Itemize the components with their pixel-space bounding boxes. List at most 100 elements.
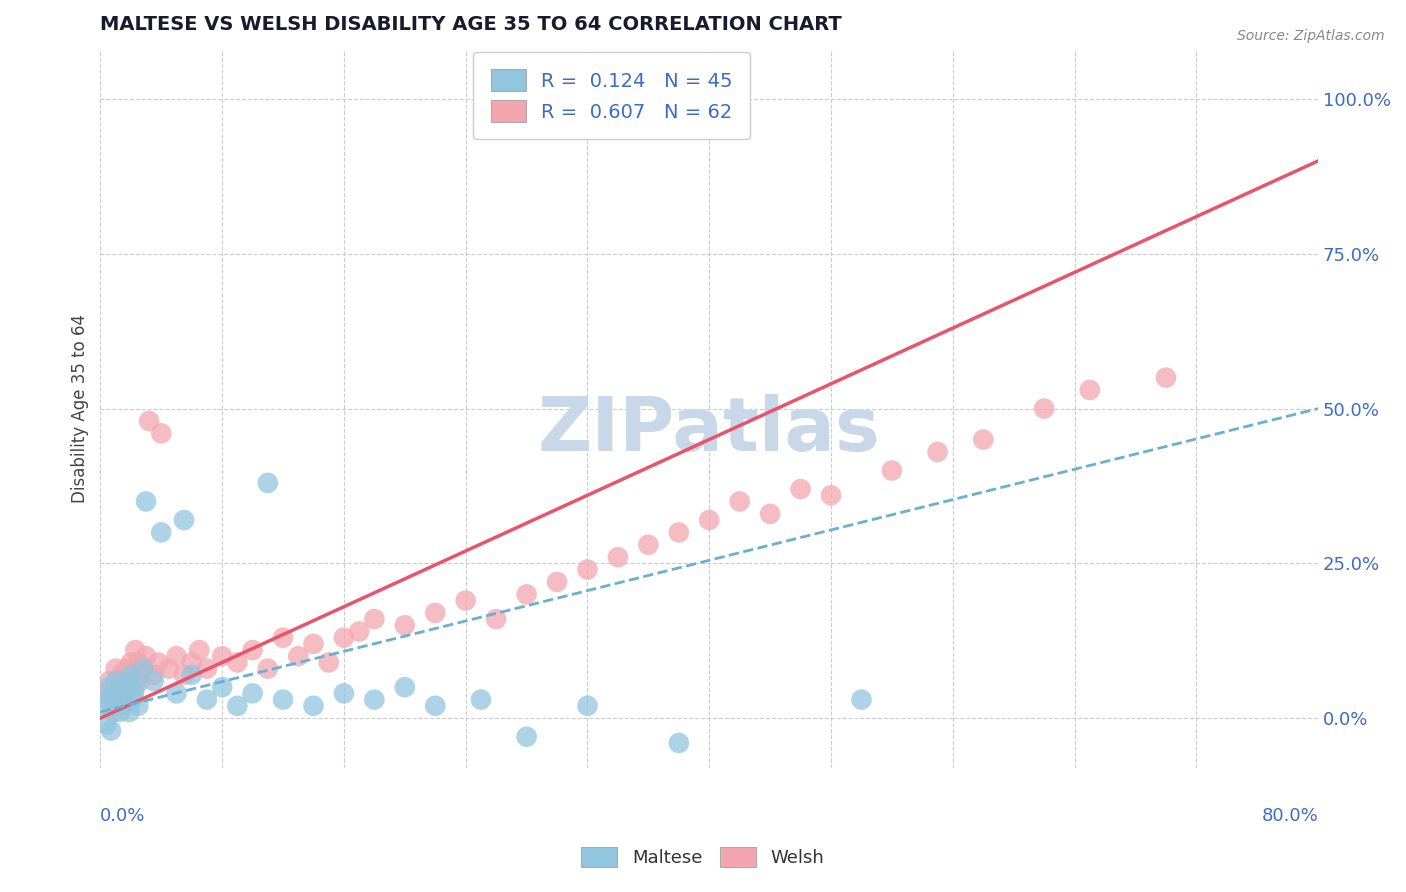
Point (173, 668, 195, 682)
Point (256, 662, 278, 676)
Point (759, 507, 782, 521)
Point (111, 668, 134, 682)
Point (148, 656, 170, 670)
Point (287, 649, 309, 664)
Point (157, 662, 180, 676)
Point (728, 494, 751, 508)
Point (302, 698, 325, 713)
Point (114, 673, 136, 688)
Point (138, 414, 160, 428)
Point (150, 525, 173, 540)
Point (120, 668, 142, 682)
Point (101, 692, 124, 706)
Point (972, 433, 994, 447)
Point (103, 686, 125, 700)
Point (117, 673, 139, 688)
Point (363, 692, 385, 706)
Point (333, 686, 356, 700)
Point (98, 673, 121, 688)
Point (111, 680, 134, 694)
Point (302, 637, 325, 651)
Text: Source: ZipAtlas.com: Source: ZipAtlas.com (1237, 29, 1385, 43)
Point (668, 525, 690, 540)
Point (120, 656, 142, 670)
Point (394, 680, 416, 694)
Point (697, 513, 720, 527)
Point (129, 673, 152, 688)
Text: MALTESE VS WELSH DISABILITY AGE 35 TO 64 CORRELATION CHART: MALTESE VS WELSH DISABILITY AGE 35 TO 64… (100, 15, 842, 34)
Point (127, 698, 149, 713)
Point (135, 494, 157, 508)
Point (104, 662, 127, 676)
Point (333, 631, 356, 645)
Point (117, 680, 139, 694)
Point (226, 698, 249, 713)
Point (851, 692, 873, 706)
Legend: R =  0.124   N = 45, R =  0.607   N = 62: R = 0.124 N = 45, R = 0.607 N = 62 (474, 52, 751, 139)
Point (668, 736, 690, 750)
Point (125, 668, 148, 682)
Point (124, 643, 146, 657)
Point (880, 463, 903, 477)
Point (242, 686, 264, 700)
Point (94, 698, 117, 713)
Point (166, 649, 188, 664)
Point (107, 692, 129, 706)
Point (546, 574, 568, 589)
Point (122, 662, 145, 676)
Point (485, 612, 508, 626)
Point (394, 618, 416, 632)
Point (127, 656, 149, 670)
Point (1033, 401, 1056, 416)
Point (347, 624, 370, 639)
Point (318, 656, 340, 670)
Point (96, 717, 118, 731)
Point (425, 698, 447, 713)
Point (97, 692, 120, 706)
Text: 80.0%: 80.0% (1261, 807, 1319, 825)
Point (142, 673, 165, 688)
Point (242, 643, 264, 657)
Point (1078, 383, 1101, 397)
Point (256, 475, 278, 490)
Point (180, 668, 202, 682)
Point (100, 723, 122, 738)
Point (115, 692, 138, 706)
Point (180, 656, 202, 670)
Point (606, 550, 628, 565)
Point (226, 656, 249, 670)
Point (121, 692, 143, 706)
Point (135, 649, 157, 664)
Point (271, 631, 294, 645)
Point (211, 680, 233, 694)
Point (101, 705, 124, 719)
Point (820, 488, 842, 502)
Point (132, 662, 155, 676)
Point (118, 705, 141, 719)
Legend: Maltese, Welsh: Maltese, Welsh (574, 839, 832, 874)
Text: 0.0%: 0.0% (100, 807, 146, 825)
Point (96, 686, 118, 700)
Y-axis label: Disability Age 35 to 64: Disability Age 35 to 64 (72, 314, 89, 503)
Point (108, 705, 131, 719)
Point (112, 698, 135, 713)
Point (789, 482, 811, 496)
Point (104, 673, 127, 688)
Point (271, 692, 294, 706)
Point (105, 698, 128, 713)
Point (576, 563, 599, 577)
Point (98, 680, 121, 694)
Point (112, 686, 135, 700)
Point (195, 692, 218, 706)
Point (114, 686, 136, 700)
Point (425, 606, 447, 620)
Point (150, 426, 173, 441)
Point (118, 668, 141, 682)
Point (516, 730, 538, 744)
Point (107, 680, 129, 694)
Point (1154, 370, 1177, 384)
Point (132, 662, 155, 676)
Point (195, 662, 218, 676)
Point (122, 686, 145, 700)
Point (470, 692, 492, 706)
